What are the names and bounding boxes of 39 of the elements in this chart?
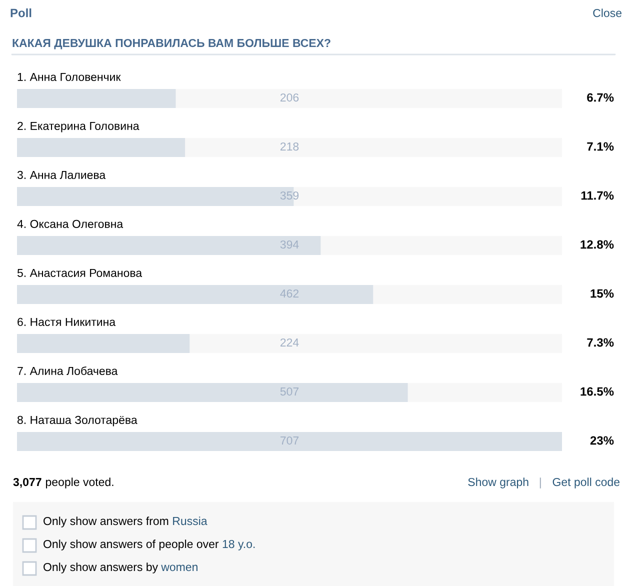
text: 16.5% [580,387,614,396]
y-tick-label: 2. Екатерина Головина [18,122,140,132]
text: 11.7% [581,191,614,200]
y-tick-label: 3. Анна Лалиева [17,170,106,180]
data-label: 707 [280,436,299,445]
text: | [540,478,541,488]
text: Poll [10,8,32,18]
chart-title: КАКАЯ ДЕВУШКА ПОНРАВИЛАСЬ ВАМ БОЛЬШЕ ВСЕХ? [12,38,330,50]
text: 23% [590,436,614,445]
data-label: 224 [280,338,299,346]
y-tick-label: 1. Анна Головенчик [18,72,121,82]
text: Only show answers by [44,562,158,574]
text: Show graph [468,478,528,488]
text: people voted. [46,478,114,488]
text: women [161,564,198,572]
y-tick-label: 8. Наташа Золотарёва [18,416,138,426]
text: Only show answers of people over [44,540,219,550]
data-label: 359 [280,191,299,200]
data-label: 218 [280,142,299,151]
text: 15% [590,289,614,298]
text: 7.3% [587,338,614,347]
y-tick-label: 7. Алина Лобачева [18,366,118,376]
y-tick-label: 6. Настя Никитина [18,318,116,326]
data-label: 206 [280,93,299,102]
y-tick-label: 4. Оксана Олеговна [17,220,124,228]
text: Close [593,8,622,18]
data-label: 394 [280,240,299,249]
y-tick-label: 5. Анастасия Романова [17,268,142,278]
text: 18 y.o. [222,540,255,550]
text: Only show answers from [44,516,168,528]
text: Get poll code [552,478,620,488]
text: 12.8% [580,240,614,249]
data-label: 507 [280,387,299,396]
bar [17,432,562,451]
text: 3,077 [13,478,42,488]
text: 7.1% [587,142,614,151]
text: Russia [173,516,208,526]
text: 6.7% [587,93,614,102]
data-label: 462 [280,289,299,298]
